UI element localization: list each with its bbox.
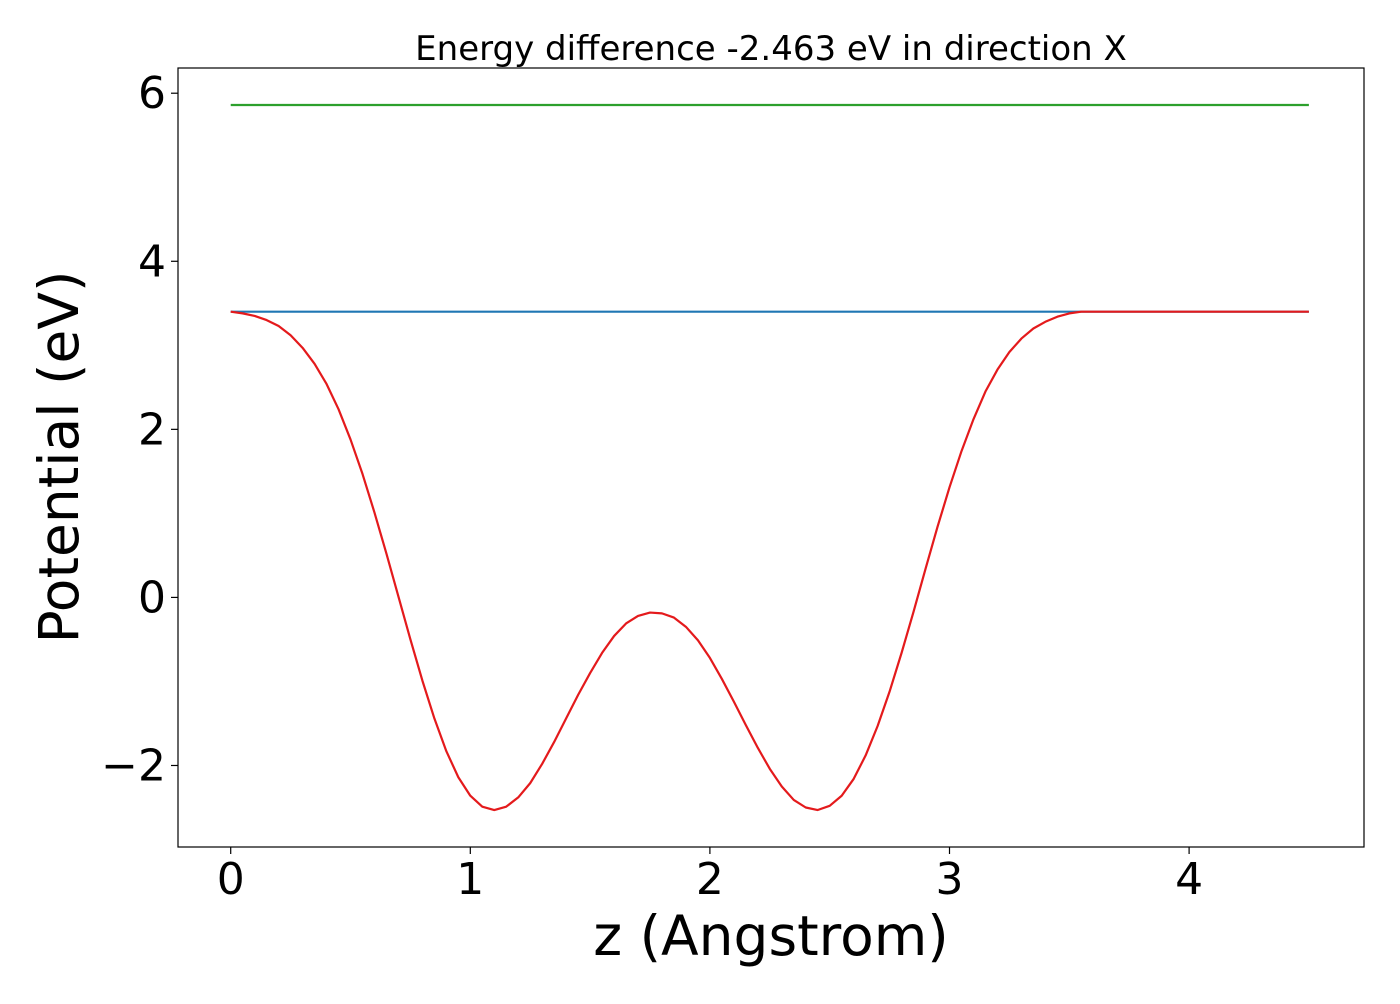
plot-frame <box>177 67 1365 848</box>
y-tick-label-1: 0 <box>138 572 166 623</box>
y-axis-label: Potential (eV) <box>27 271 91 644</box>
x-axis-label: z (Angstrom) <box>593 904 949 968</box>
chart-title: Energy difference -2.463 eV in direction… <box>415 29 1127 69</box>
y-tick-label-0: −2 <box>101 740 166 791</box>
y-tick-label-4: 6 <box>138 68 166 119</box>
x-tick-label-0: 0 <box>217 854 245 905</box>
y-axis-ticks: −2 0 2 4 6 <box>101 68 178 791</box>
y-tick-label-3: 4 <box>138 236 166 287</box>
x-tick-label-1: 1 <box>456 854 484 905</box>
y-tick-label-2: 2 <box>138 404 166 455</box>
x-tick-label-3: 3 <box>935 854 963 905</box>
x-tick-label-2: 2 <box>696 854 724 905</box>
x-tick-label-4: 4 <box>1175 854 1203 905</box>
series-line-2 <box>230 310 1309 812</box>
series-layer <box>230 103 1309 812</box>
x-axis-ticks: 0 1 2 3 4 <box>217 847 1203 905</box>
